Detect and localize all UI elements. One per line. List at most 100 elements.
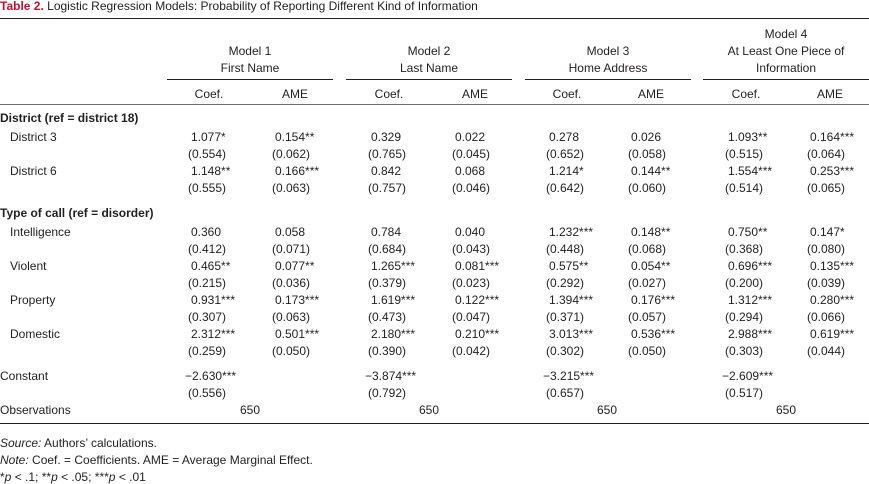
standard-error-value: (0.063) xyxy=(272,181,311,195)
constant-value: −3.874*** xyxy=(365,369,417,383)
constant-value: −3.215*** xyxy=(543,369,595,383)
subheader-coef: Coef. xyxy=(374,87,404,101)
standard-error-value: (0.368) xyxy=(725,242,764,256)
standard-error-value: (0.060) xyxy=(628,181,667,195)
coefficient-value: 0.750** xyxy=(728,225,768,239)
standard-error-value: (0.200) xyxy=(725,276,764,290)
standard-error-value: (0.080) xyxy=(807,242,846,256)
coefficient-value: 0.280*** xyxy=(810,293,855,307)
constant-standard-error: (0.792) xyxy=(368,386,407,400)
coefficient-value: 0.501*** xyxy=(275,327,320,341)
coefficient-value: 0.026 xyxy=(631,130,662,144)
model-header-subtitle: At Least One Piece of xyxy=(727,44,845,58)
coefficient-value: 0.360 xyxy=(191,225,222,239)
coefficient-value: 0.931*** xyxy=(191,293,236,307)
significance-text: < .1; ** xyxy=(11,470,52,484)
coefficient-value: 2.312*** xyxy=(191,327,236,341)
row-label: Property xyxy=(10,293,56,307)
model-header-subtitle: First Name xyxy=(220,61,280,75)
model-header-subtitle: Home Address xyxy=(568,61,648,75)
coefficient-value: 0.147* xyxy=(810,225,845,239)
constant-value: −2.630*** xyxy=(185,369,237,383)
coefficient-value: 0.068 xyxy=(455,164,486,178)
model-header-title: Model 1 xyxy=(228,44,272,58)
coefficient-value: 0.154** xyxy=(275,130,315,144)
standard-error-value: (0.215) xyxy=(188,276,227,290)
standard-error-value: (0.050) xyxy=(272,344,311,358)
table-caption-title: Logistic Regression Models: Probability … xyxy=(47,0,478,13)
coefficient-value: 0.619*** xyxy=(810,327,855,341)
standard-error-value: (0.757) xyxy=(368,181,407,195)
row-label-observations: Observations xyxy=(0,403,71,417)
coefficient-value: 0.173*** xyxy=(275,293,320,307)
standard-error-value: (0.027) xyxy=(628,276,667,290)
subheader-coef: Coef. xyxy=(552,87,582,101)
standard-error-value: (0.448) xyxy=(546,242,585,256)
coefficient-value: 0.081*** xyxy=(455,259,500,273)
standard-error-value: (0.045) xyxy=(452,147,491,161)
p-symbol: p xyxy=(108,470,116,484)
coefficient-value: 0.210*** xyxy=(455,327,500,341)
coefficient-value: 1.394*** xyxy=(549,293,594,307)
source-note-label: Source: xyxy=(0,436,42,450)
standard-error-value: (0.642) xyxy=(546,181,585,195)
standard-error-value: (0.473) xyxy=(368,310,407,324)
subheader-ame: AME xyxy=(637,87,664,101)
standard-error-value: (0.036) xyxy=(272,276,311,290)
coefficient-value: 0.166*** xyxy=(275,164,320,178)
row-label: Violent xyxy=(10,259,47,273)
abbreviation-note: Note: Coef. = Coefficients. AME = Averag… xyxy=(0,453,313,467)
significance-note: *p < .1; **p < .05; ***p < .01 xyxy=(0,470,146,484)
observations-value: 650 xyxy=(596,403,618,417)
constant-standard-error: (0.657) xyxy=(546,386,585,400)
standard-error-value: (0.294) xyxy=(725,310,764,324)
coefficient-value: 0.575** xyxy=(549,259,589,273)
standard-error-value: (0.259) xyxy=(188,344,227,358)
observations-value: 650 xyxy=(418,403,440,417)
observations-value: 650 xyxy=(775,403,797,417)
standard-error-value: (0.066) xyxy=(807,310,846,324)
model-header-title: Model 3 xyxy=(586,44,630,58)
standard-error-value: (0.303) xyxy=(725,344,764,358)
standard-error-value: (0.046) xyxy=(452,181,491,195)
standard-error-value: (0.071) xyxy=(272,242,311,256)
coefficient-value: 0.176*** xyxy=(631,293,676,307)
row-label: District 3 xyxy=(10,130,57,144)
coefficient-value: 1.077* xyxy=(191,130,226,144)
coefficient-value: 1.214* xyxy=(549,164,584,178)
standard-error-value: (0.068) xyxy=(628,242,667,256)
coefficient-value: 1.232*** xyxy=(549,225,594,239)
p-symbol: p xyxy=(4,470,12,484)
standard-error-value: (0.050) xyxy=(628,344,667,358)
subheader-coef: Coef. xyxy=(194,87,224,101)
standard-error-value: (0.058) xyxy=(628,147,667,161)
coefficient-value: 0.135*** xyxy=(810,259,855,273)
standard-error-value: (0.047) xyxy=(452,310,491,324)
coefficient-value: 1.554*** xyxy=(728,164,773,178)
coefficient-value: 1.093** xyxy=(728,130,768,144)
abbreviation-note-label: Note: xyxy=(0,453,29,467)
standard-error-value: (0.765) xyxy=(368,147,407,161)
constant-standard-error: (0.517) xyxy=(725,386,764,400)
coefficient-value: 0.465** xyxy=(191,259,231,273)
standard-error-value: (0.515) xyxy=(725,147,764,161)
row-label: Intelligence xyxy=(10,225,71,239)
standard-error-value: (0.044) xyxy=(807,344,846,358)
standard-error-value: (0.057) xyxy=(628,310,667,324)
coefficient-value: 1.265*** xyxy=(371,259,416,273)
coefficient-value: 0.040 xyxy=(455,225,486,239)
coefficient-value: 0.253*** xyxy=(810,164,855,178)
section-heading-district: District (ref = district 18) xyxy=(0,111,139,125)
constant-standard-error: (0.556) xyxy=(188,386,227,400)
source-note: Source: Authors’ calculations. xyxy=(0,436,157,450)
constant-value: −2.609*** xyxy=(722,369,774,383)
standard-error-value: (0.043) xyxy=(452,242,491,256)
observations-value: 650 xyxy=(239,403,261,417)
subheader-coef: Coef. xyxy=(731,87,761,101)
table-top-rule xyxy=(0,18,869,19)
row-label-constant: Constant xyxy=(0,369,49,383)
model-header-rule xyxy=(167,79,333,80)
coefficient-value: 0.022 xyxy=(455,130,486,144)
model-header-subtitle: Information xyxy=(755,61,817,75)
model-header-title: Model 2 xyxy=(407,44,451,58)
